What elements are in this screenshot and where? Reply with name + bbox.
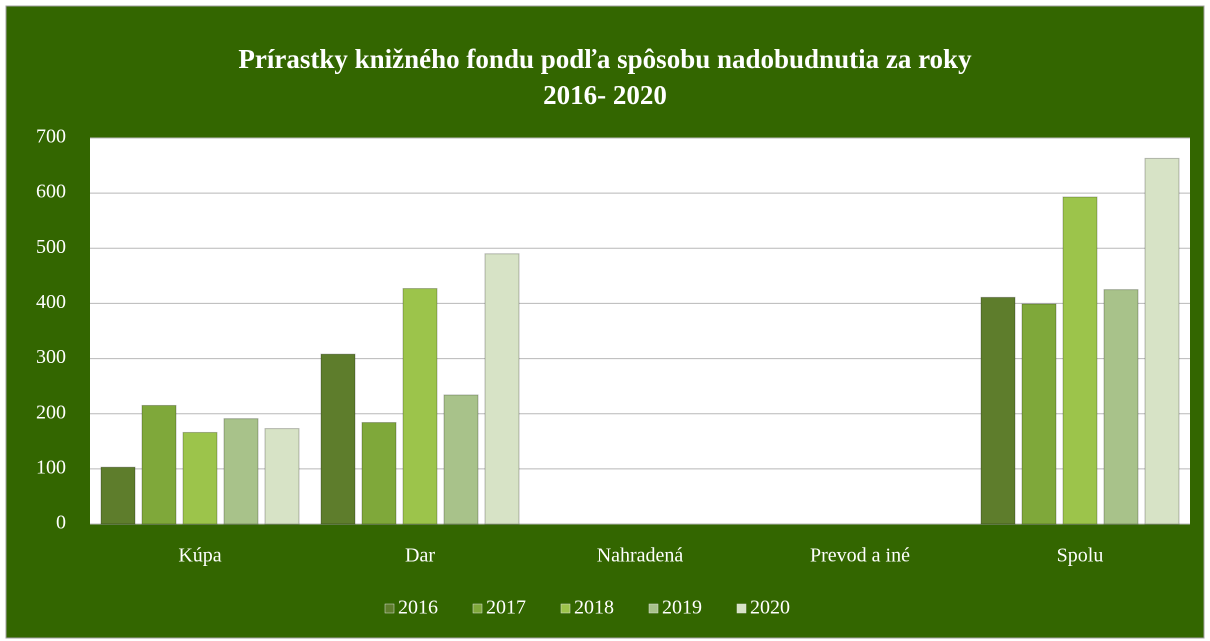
y-tick-label: 600 bbox=[36, 181, 66, 203]
legend-marker bbox=[648, 603, 659, 614]
legend-label: 2017 bbox=[486, 597, 526, 619]
bar bbox=[1144, 157, 1180, 525]
chart-title: Prírastky knižného fondu podľa spôsobu n… bbox=[238, 44, 972, 74]
legend-label: 2016 bbox=[398, 597, 438, 619]
bar bbox=[182, 431, 218, 525]
bar bbox=[402, 288, 438, 525]
legend-label: 2019 bbox=[662, 597, 702, 619]
bar bbox=[443, 394, 479, 525]
x-tick-label: Nahradená bbox=[597, 545, 684, 567]
y-tick-label: 100 bbox=[36, 456, 66, 478]
bar bbox=[264, 428, 300, 525]
legend-marker bbox=[384, 603, 395, 614]
bar bbox=[1103, 289, 1139, 525]
bar bbox=[141, 404, 177, 525]
legend-marker bbox=[736, 603, 747, 614]
bar bbox=[223, 418, 259, 525]
bar bbox=[1062, 196, 1098, 525]
x-tick-label: Spolu bbox=[1057, 545, 1104, 567]
y-tick-label: 400 bbox=[36, 291, 66, 313]
legend-marker bbox=[472, 603, 483, 614]
x-tick-label: Prevod a iné bbox=[810, 545, 910, 567]
legend-label: 2018 bbox=[574, 597, 614, 619]
bar bbox=[320, 353, 356, 525]
chart-title: 2016- 2020 bbox=[543, 80, 667, 110]
bar bbox=[361, 422, 397, 525]
bar bbox=[1021, 303, 1057, 525]
bar bbox=[980, 296, 1016, 525]
legend-label: 2020 bbox=[750, 597, 790, 619]
legend-marker bbox=[560, 603, 571, 614]
y-tick-label: 300 bbox=[36, 346, 66, 368]
y-tick-label: 500 bbox=[36, 236, 66, 258]
x-tick-label: Dar bbox=[405, 545, 435, 567]
y-tick-label: 200 bbox=[36, 401, 66, 423]
y-tick-label: 700 bbox=[36, 126, 66, 148]
x-tick-label: Kúpa bbox=[178, 545, 221, 567]
bar bbox=[100, 466, 136, 525]
y-tick-label: 0 bbox=[56, 512, 66, 534]
bar bbox=[484, 253, 520, 525]
